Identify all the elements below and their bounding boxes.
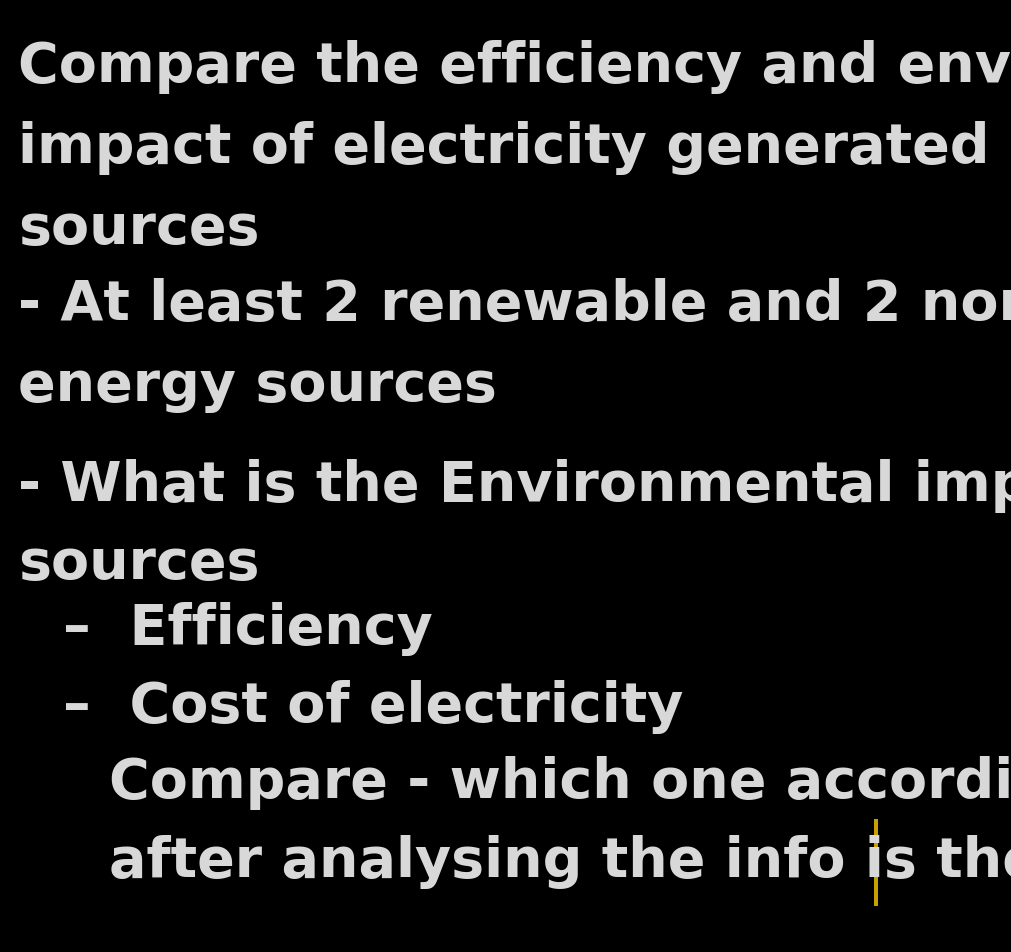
Text: - What is the Environmental impact of each: - What is the Environmental impact of ea… bbox=[18, 459, 1011, 512]
Text: sources: sources bbox=[18, 202, 260, 255]
Text: after analysing the info is the best: after analysing the info is the best bbox=[109, 835, 1011, 888]
Text: sources: sources bbox=[18, 537, 260, 590]
Text: Compare - which one according to you: Compare - which one according to you bbox=[109, 756, 1011, 809]
Text: impact of electricity generated by different: impact of electricity generated by diffe… bbox=[18, 121, 1011, 174]
Text: Compare the efficiency and environmental: Compare the efficiency and environmental bbox=[18, 40, 1011, 93]
Text: –  Cost of electricity: – Cost of electricity bbox=[63, 680, 682, 733]
Text: –  Efficiency: – Efficiency bbox=[63, 602, 432, 655]
Text: energy sources: energy sources bbox=[18, 359, 496, 412]
Bar bbox=[874, 819, 878, 906]
Text: - At least 2 renewable and 2 non renewable: - At least 2 renewable and 2 non renewab… bbox=[18, 278, 1011, 331]
